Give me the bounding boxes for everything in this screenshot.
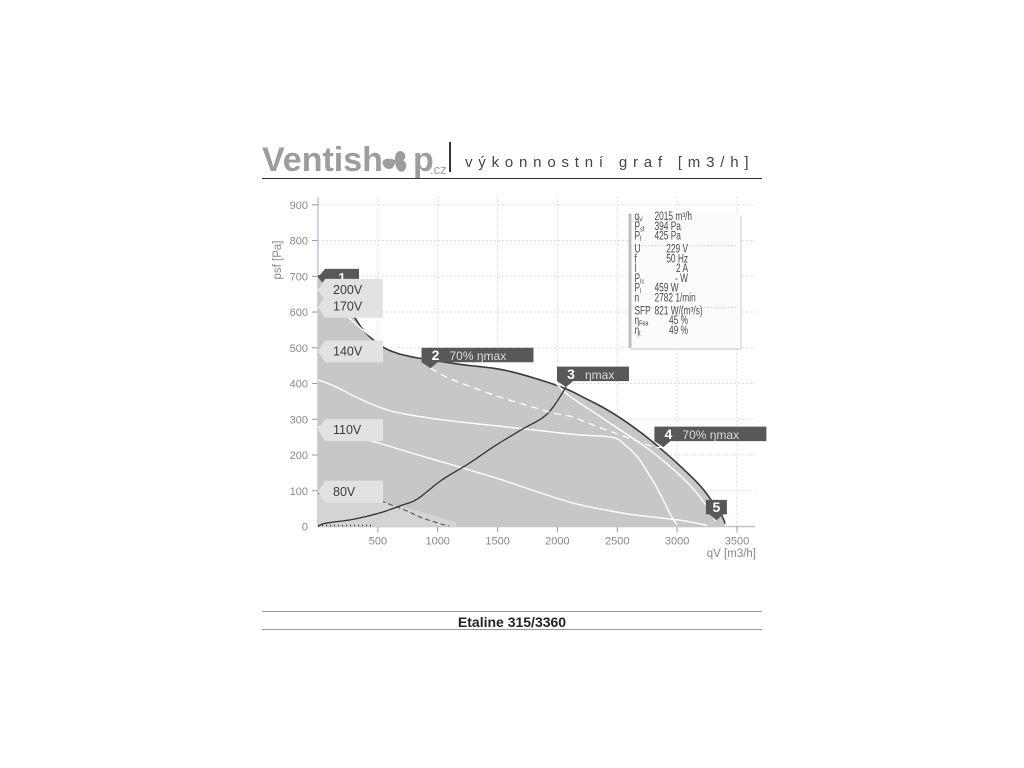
svg-text:2: 2	[432, 347, 440, 363]
svg-text:49 %: 49 %	[669, 325, 688, 338]
svg-text:600: 600	[290, 307, 308, 319]
svg-text:0: 0	[302, 522, 308, 534]
svg-text:100: 100	[290, 486, 308, 498]
svg-text:ηmax: ηmax	[585, 368, 614, 382]
svg-text:500: 500	[369, 536, 387, 548]
svg-text:5: 5	[713, 499, 721, 515]
svg-text:2000: 2000	[545, 536, 569, 548]
svg-text:200: 200	[290, 450, 308, 462]
svg-text:300: 300	[290, 414, 308, 426]
svg-text:140V: 140V	[333, 344, 363, 358]
svg-text:qV [m3/h]: qV [m3/h]	[707, 548, 756, 560]
svg-text:170V: 170V	[333, 300, 363, 314]
svg-text:n: n	[634, 292, 639, 305]
svg-text:psf [Pa]: psf [Pa]	[272, 241, 284, 280]
svg-text:400: 400	[290, 379, 308, 391]
svg-text:70% ηmax: 70% ηmax	[450, 349, 507, 363]
svg-text:3: 3	[567, 366, 575, 382]
svg-text:80V: 80V	[333, 485, 356, 499]
svg-text:3500: 3500	[725, 536, 749, 548]
svg-text:700: 700	[290, 271, 308, 283]
svg-text:425 Pa: 425 Pa	[654, 230, 681, 243]
svg-text:500: 500	[290, 343, 308, 355]
svg-text:200V: 200V	[333, 283, 363, 297]
svg-text:900: 900	[290, 200, 308, 212]
svg-text:70% ηmax: 70% ηmax	[682, 428, 739, 442]
svg-text:3000: 3000	[665, 536, 689, 548]
svg-text:1500: 1500	[485, 536, 509, 548]
svg-text:110V: 110V	[333, 423, 362, 437]
svg-text:2782 1/min: 2782 1/min	[654, 292, 695, 305]
svg-text:800: 800	[290, 236, 308, 248]
svg-text:2500: 2500	[605, 536, 629, 548]
svg-text:4: 4	[665, 426, 673, 442]
svg-text:1000: 1000	[425, 536, 449, 548]
